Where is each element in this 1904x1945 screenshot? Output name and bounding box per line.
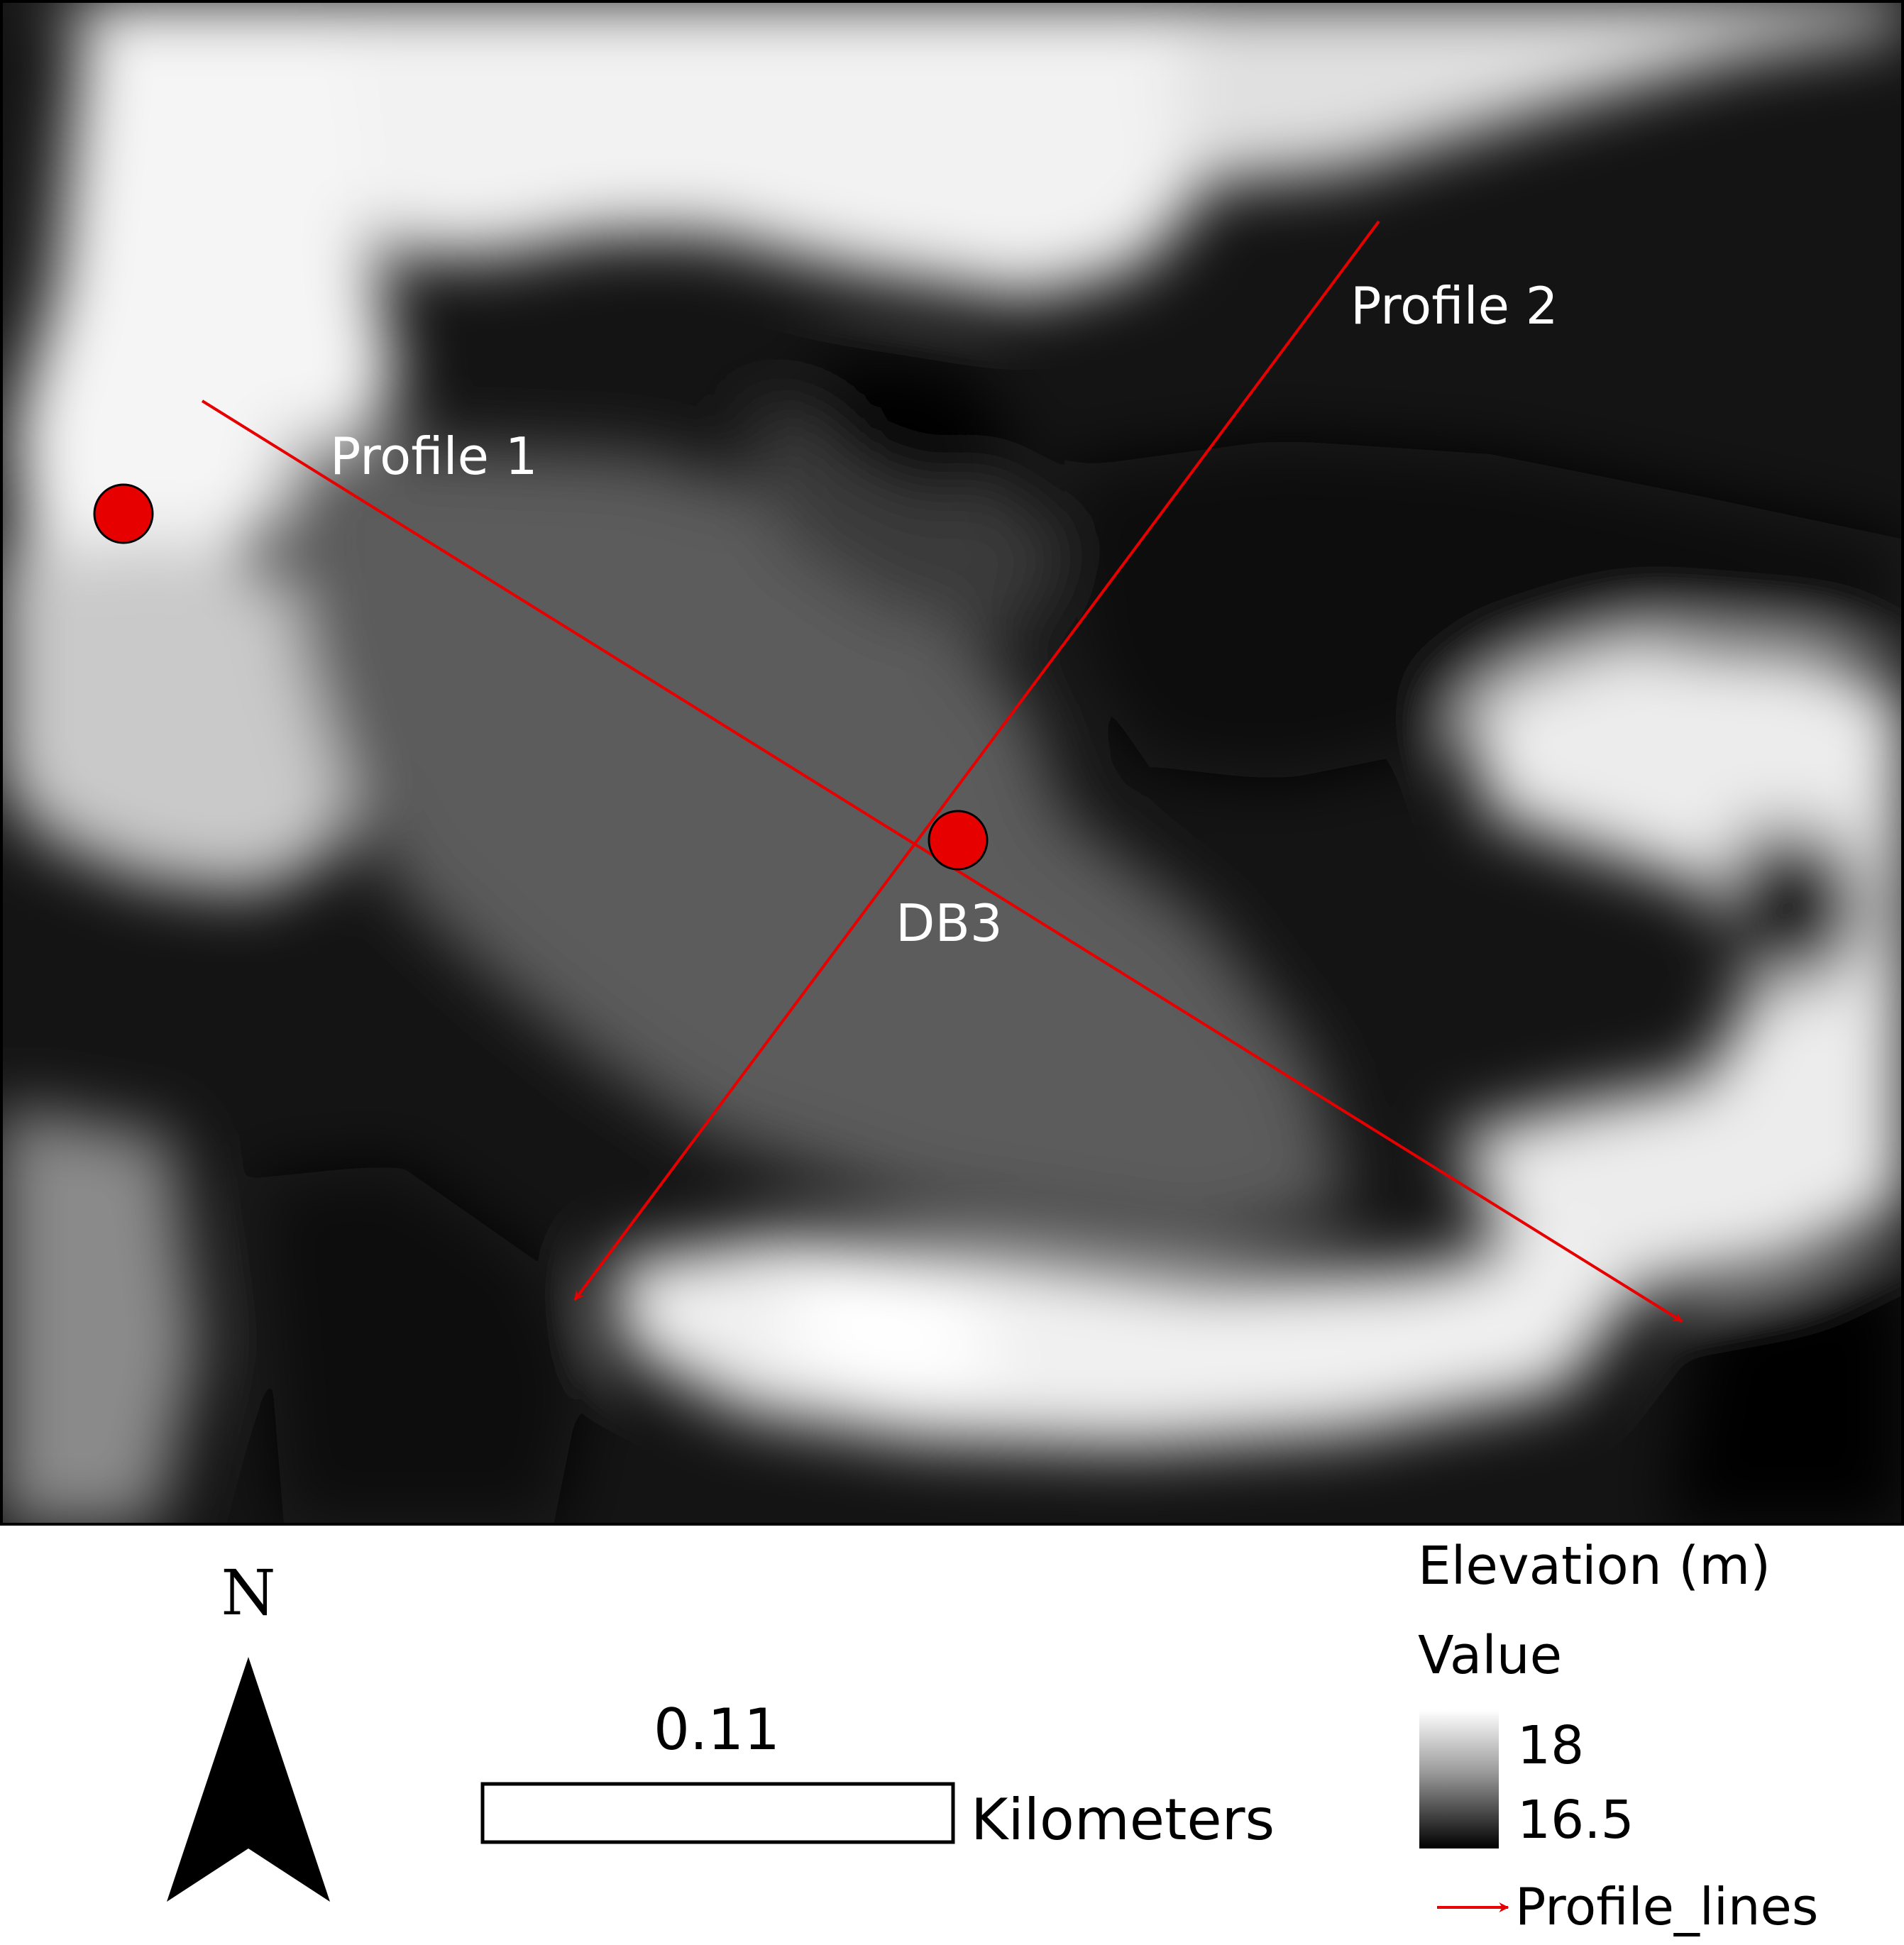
north-arrow: N — [167, 1556, 330, 1902]
legend: Elevation (m) Value 18 16.5 Profile_line… — [1418, 1536, 1818, 1936]
sample-point-db3 — [928, 810, 989, 871]
map-frame — [0, 0, 1904, 1526]
legend-profile-line-label: Profile_lines — [1515, 1877, 1818, 1936]
legend-high-value: 18 — [1517, 1715, 1584, 1776]
legend-subtitle: Value — [1418, 1625, 1562, 1686]
profile-2-line — [573, 220, 1380, 1301]
point-label-db3: DB3 — [896, 893, 1003, 953]
legend-color-ramp — [1419, 1710, 1499, 1848]
profile-2-label: Profile 2 — [1350, 276, 1558, 336]
scale-units: Kilometers — [971, 1787, 1275, 1853]
elevation-raster — [0, 0, 1904, 1526]
north-arrow-icon — [167, 1657, 330, 1902]
profile-1-label: Profile 1 — [330, 426, 538, 486]
sample-point-west — [93, 483, 154, 544]
scale-bar-box — [480, 1782, 955, 1844]
legend-low-value: 16.5 — [1517, 1790, 1634, 1851]
legend-title: Elevation (m) — [1418, 1536, 1771, 1597]
north-letter: N — [221, 1556, 276, 1629]
scale-bar: 0.11 Kilometers — [480, 1697, 1275, 1853]
scale-value: 0.11 — [654, 1697, 780, 1763]
